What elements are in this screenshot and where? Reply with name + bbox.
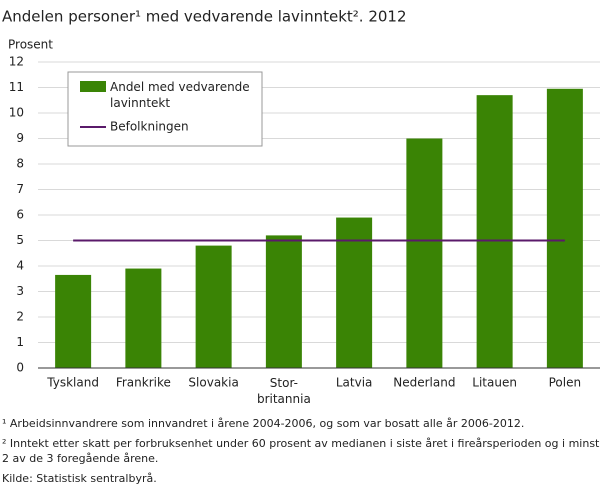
y-tick-label: 11 [9,80,24,94]
y-tick-label: 7 [16,182,24,196]
x-tick-label: Frankrike [116,376,171,390]
x-tick-label: Tyskland [46,376,99,390]
x-tick-label: Latvia [336,376,373,390]
y-tick-label: 9 [16,131,24,145]
y-axis-label: Prosent [8,38,53,52]
legend-swatch [80,81,106,92]
legend-label: Andel med vedvarende lavinntekt [110,80,250,110]
y-tick-label: 6 [16,208,24,222]
x-tick-label: Nederland [393,376,455,390]
y-tick-label: 3 [16,284,24,298]
x-tick-label: Polen [549,376,581,390]
y-tick-label: 1 [16,335,24,349]
footnote: ² Inntekt etter skatt per forbruksenhet … [2,437,600,465]
legend-label: Befolkningen [110,120,189,134]
y-tick-label: 8 [16,157,24,171]
bar [546,88,583,369]
x-tick-label: Litauen [472,376,517,390]
footnote: Kilde: Statistisk sentralbyrå. [2,472,157,485]
bar [265,235,302,368]
chart-title: Andelen personer¹ med vedvarende lavinnt… [2,8,407,26]
chart: Andelen personer¹ med vedvarende lavinnt… [2,8,600,406]
y-tick-label: 5 [16,233,24,247]
footnotes: ¹ Arbeidsinnvandrere som innvandret i år… [2,416,606,491]
y-tick-label: 10 [9,106,24,120]
bar [476,95,513,369]
footnote: ¹ Arbeidsinnvandrere som innvandret i år… [2,417,525,430]
bar [195,245,232,368]
y-tick-label: 12 [9,55,24,69]
x-tick-label: Stor-britannia [257,376,311,406]
bar [406,138,443,368]
bar [125,268,162,368]
bar [336,217,373,368]
y-tick-label: 4 [16,259,24,273]
bar [55,274,92,368]
y-tick-label: 2 [16,310,24,324]
y-tick-label: 0 [16,361,24,375]
x-tick-label: Slovakia [188,376,238,390]
